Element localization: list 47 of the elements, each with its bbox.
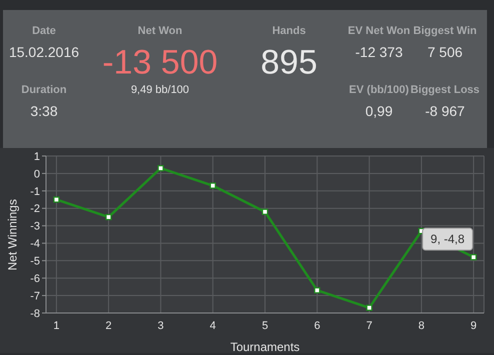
x-tick-label: 9: [470, 320, 477, 332]
text: EV (bb/100): [349, 84, 409, 96]
text: 0,99: [365, 103, 393, 119]
text: EV Net Won: [348, 25, 410, 37]
x-tick-label: 5: [262, 320, 268, 332]
text: 7 506: [427, 44, 463, 60]
point: [262, 208, 268, 215]
y-tick-label: -2: [30, 203, 40, 216]
point: [158, 165, 164, 172]
x-tick-label: 2: [106, 320, 112, 332]
x-tick-label: 8: [418, 320, 424, 332]
text: 3:38: [30, 103, 58, 119]
x-tick-label: 6: [314, 320, 320, 332]
point: [210, 182, 216, 189]
point: [470, 254, 477, 260]
text: Hands: [272, 25, 306, 37]
y-tick-label: -3: [30, 220, 40, 233]
y-tick-label: -6: [30, 273, 40, 286]
y-tick-label: -7: [30, 290, 40, 302]
text: -8 967: [425, 103, 465, 119]
y-tick-label: -8: [30, 308, 40, 320]
text: Biggest Loss: [410, 84, 480, 96]
text: Biggest Win: [413, 25, 477, 37]
x-tick-label: 4: [210, 320, 216, 332]
y-tick-label: -5: [30, 256, 40, 268]
text: 15.02.2016: [8, 44, 80, 60]
x-tick-label: 1: [53, 320, 60, 332]
y-axis-title: Net Winnings: [5, 199, 20, 270]
y-tick-label: -4: [30, 238, 40, 250]
y-tick-label: 0: [34, 168, 40, 180]
text: 895: [260, 44, 318, 82]
text: Duration: [21, 84, 67, 96]
y-tick-label: -1: [30, 186, 40, 198]
text: Date: [32, 25, 56, 37]
text: -13 500: [102, 44, 218, 82]
annotation: 9, -4,8: [430, 232, 465, 246]
text: -12 373: [355, 44, 403, 60]
text: 9,49 bb/100: [130, 84, 190, 96]
point: [105, 214, 112, 220]
text: Net Won: [138, 25, 182, 37]
y-tick-label: 1: [34, 150, 40, 163]
point: [314, 287, 320, 294]
point: [366, 304, 372, 311]
x-tick-label: 3: [158, 320, 164, 332]
x-axis-title: Tournaments: [230, 340, 300, 354]
x-tick-label: 7: [366, 320, 372, 332]
point: [53, 196, 60, 203]
